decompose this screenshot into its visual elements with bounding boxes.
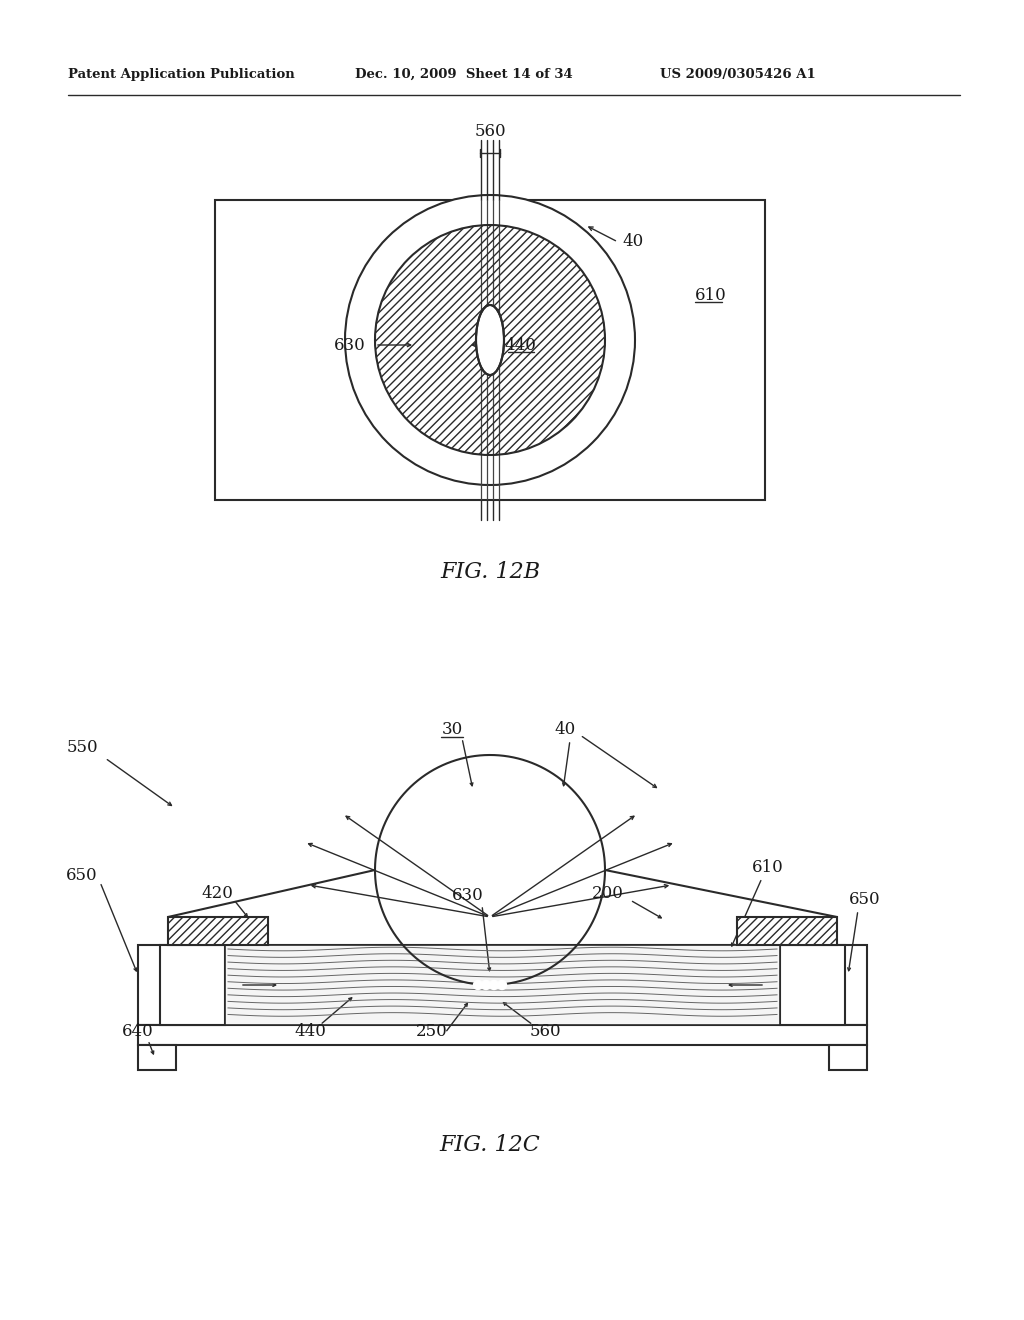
Text: 630: 630	[334, 337, 366, 354]
Bar	[160, 945, 225, 1026]
Text: US 2009/0305426 A1: US 2009/0305426 A1	[660, 69, 816, 81]
Text: 550: 550	[67, 739, 98, 756]
Bar	[780, 945, 845, 1026]
Ellipse shape	[476, 305, 504, 375]
Text: 640: 640	[122, 1023, 154, 1040]
Bar	[138, 1026, 867, 1045]
Circle shape	[489, 981, 499, 990]
Text: 250: 250	[416, 1023, 447, 1040]
Circle shape	[498, 981, 507, 990]
Bar	[215, 201, 765, 500]
Text: 650: 650	[849, 891, 881, 908]
Bar	[829, 1045, 867, 1071]
Text: 40: 40	[622, 234, 643, 251]
Text: 610: 610	[752, 859, 783, 876]
Text: 200: 200	[592, 884, 624, 902]
Text: 40: 40	[554, 722, 575, 738]
Text: 650: 650	[67, 866, 98, 883]
Text: 610: 610	[695, 286, 727, 304]
Text: 630: 630	[453, 887, 484, 903]
Bar	[737, 917, 837, 945]
Bar	[138, 945, 867, 1026]
Text: Dec. 10, 2009  Sheet 14 of 34: Dec. 10, 2009 Sheet 14 of 34	[355, 69, 572, 81]
Bar	[138, 1045, 176, 1071]
Text: 560: 560	[529, 1023, 561, 1040]
Text: 440: 440	[294, 1023, 326, 1040]
Ellipse shape	[345, 195, 635, 484]
Text: 560: 560	[474, 123, 506, 140]
Text: FIG. 12C: FIG. 12C	[439, 1134, 541, 1156]
Text: 420: 420	[201, 884, 232, 902]
Text: Patent Application Publication: Patent Application Publication	[68, 69, 295, 81]
Text: FIG. 12B: FIG. 12B	[440, 561, 540, 583]
Text: 30: 30	[441, 722, 463, 738]
Bar	[168, 917, 268, 945]
Text: 440: 440	[504, 337, 536, 354]
Circle shape	[473, 981, 482, 990]
Bar	[225, 945, 780, 1026]
Circle shape	[481, 981, 490, 990]
